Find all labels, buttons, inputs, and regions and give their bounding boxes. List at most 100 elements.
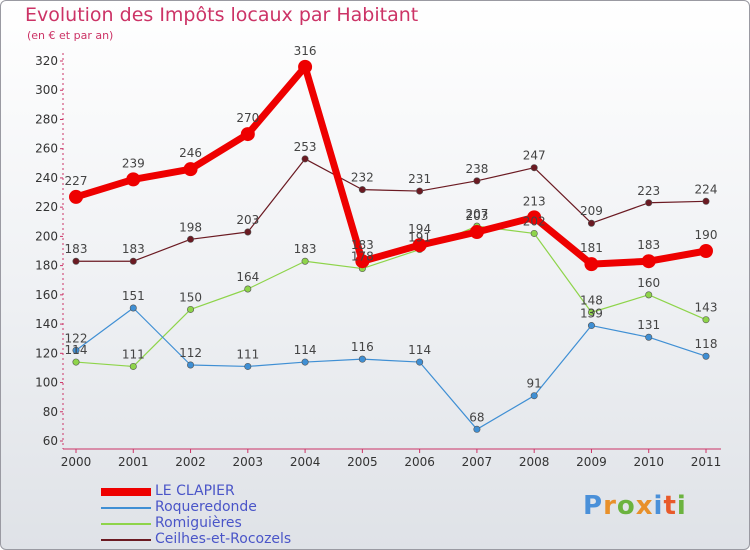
chart-title: Evolution des Impôts locaux par Habitant <box>25 4 419 26</box>
data-label-romiguieres: 164 <box>236 270 259 284</box>
data-label-roqueredonde: 111 <box>236 347 259 361</box>
data-point-le-clapier <box>126 172 141 187</box>
data-label-ceilhes-et-rocozels: 203 <box>236 213 259 227</box>
data-point-ceilhes-et-rocozels <box>416 187 424 195</box>
x-tick-label: 2010 <box>633 455 664 469</box>
y-tick-label: 80 <box>43 405 58 419</box>
data-label-le-clapier: 239 <box>122 156 145 170</box>
data-label-ceilhes-et-rocozels: 223 <box>637 184 660 198</box>
data-point-le-clapier <box>412 238 427 253</box>
data-label-le-clapier: 316 <box>294 44 317 58</box>
data-label-roqueredonde: 114 <box>408 343 431 357</box>
x-tick-label: 2009 <box>576 455 607 469</box>
y-tick-label: 60 <box>43 434 58 448</box>
data-point-le-clapier <box>469 225 484 239</box>
data-label-romiguieres: 114 <box>65 343 88 357</box>
data-label-ceilhes-et-rocozels: 198 <box>179 220 202 234</box>
legend-swatch-le-clapier <box>101 488 151 496</box>
data-point-ceilhes-et-rocozels <box>587 219 595 227</box>
data-point-romiguieres <box>301 257 309 265</box>
x-tick-label: 2003 <box>233 455 264 469</box>
x-tick-label: 2000 <box>61 455 92 469</box>
data-point-roqueredonde <box>702 352 710 360</box>
data-point-romiguieres <box>129 362 137 370</box>
data-label-le-clapier: 183 <box>637 238 660 252</box>
data-point-ceilhes-et-rocozels <box>72 257 80 265</box>
data-point-roqueredonde <box>416 358 424 366</box>
data-point-romiguieres <box>645 291 653 299</box>
data-label-roqueredonde: 118 <box>695 337 718 351</box>
x-tick-label: 2007 <box>462 455 493 469</box>
data-point-le-clapier <box>699 244 713 258</box>
data-label-romiguieres: 111 <box>122 347 145 361</box>
data-point-ceilhes-et-rocozels <box>301 155 309 163</box>
data-label-romiguieres: 148 <box>580 293 603 307</box>
data-label-roqueredonde: 91 <box>527 377 542 391</box>
proxiti-logo: Proxiti <box>583 491 687 521</box>
x-tick-label: 2004 <box>290 455 321 469</box>
x-tick-label: 2008 <box>519 455 550 469</box>
series-layer <box>69 59 713 433</box>
data-point-roqueredonde <box>187 361 195 369</box>
data-point-roqueredonde <box>129 304 137 312</box>
data-label-ceilhes-et-rocozels: 231 <box>408 172 431 186</box>
logo-letter: r <box>603 491 617 521</box>
data-point-romiguieres <box>587 308 595 316</box>
data-point-le-clapier <box>641 254 656 269</box>
data-point-le-clapier <box>584 257 599 272</box>
data-point-le-clapier <box>240 127 255 142</box>
legend-label: Roqueredonde <box>155 499 257 515</box>
data-label-le-clapier: 246 <box>179 146 202 160</box>
legend-label: Romiguières <box>155 515 242 531</box>
data-point-ceilhes-et-rocozels <box>358 186 366 194</box>
data-label-roqueredonde: 139 <box>580 307 603 321</box>
y-tick-label: 180 <box>35 259 58 273</box>
data-point-ceilhes-et-rocozels <box>187 235 195 243</box>
data-point-romiguieres <box>244 285 252 293</box>
data-point-ceilhes-et-rocozels <box>702 197 710 205</box>
data-label-romiguieres: 143 <box>695 301 718 315</box>
data-label-romiguieres: 207 <box>465 207 488 221</box>
data-label-le-clapier: 203 <box>465 209 488 223</box>
data-label-romiguieres: 150 <box>179 290 202 304</box>
x-tick-label: 2002 <box>175 455 206 469</box>
logo-letter: o <box>616 491 636 521</box>
x-tick-label: 2006 <box>404 455 435 469</box>
series-line-ceilhes-et-rocozels <box>76 158 707 262</box>
data-point-le-clapier <box>527 210 542 225</box>
data-label-romiguieres: 178 <box>351 250 374 264</box>
series-line-le-clapier <box>74 63 707 268</box>
data-label-le-clapier: 183 <box>351 238 374 252</box>
y-tick-label: 300 <box>35 83 58 97</box>
data-label-le-clapier: 181 <box>580 241 603 255</box>
y-tick-label: 200 <box>35 229 58 243</box>
data-point-le-clapier <box>298 59 313 74</box>
data-point-le-clapier <box>183 162 198 177</box>
data-point-roqueredonde <box>530 392 538 400</box>
legend-swatch-roqueredonde <box>101 507 151 509</box>
data-label-romiguieres: 191 <box>408 231 431 245</box>
data-label-ceilhes-et-rocozels: 232 <box>351 171 374 185</box>
data-label-roqueredonde: 114 <box>294 343 317 357</box>
data-label-ceilhes-et-rocozels: 253 <box>294 140 317 154</box>
y-tick-label: 220 <box>35 200 58 214</box>
y-tick-label: 120 <box>35 346 58 360</box>
data-point-roqueredonde <box>301 358 309 366</box>
data-label-le-clapier: 194 <box>408 222 431 236</box>
data-label-le-clapier: 270 <box>236 111 259 125</box>
data-label-roqueredonde: 116 <box>351 340 374 354</box>
data-point-roqueredonde <box>473 425 481 433</box>
data-label-le-clapier: 213 <box>523 194 546 208</box>
legend-swatch-ceilhes-et-rocozels <box>101 539 151 541</box>
y-tick-label: 260 <box>35 142 58 156</box>
data-point-romiguieres <box>187 305 195 313</box>
data-label-roqueredonde: 68 <box>469 410 484 424</box>
logo-letter: i <box>653 491 664 521</box>
data-point-ceilhes-et-rocozels <box>530 164 538 172</box>
y-tick-label: 100 <box>35 376 58 390</box>
y-tick-label: 240 <box>35 171 58 185</box>
data-label-ceilhes-et-rocozels: 238 <box>465 162 488 176</box>
data-label-ceilhes-et-rocozels: 183 <box>122 242 145 256</box>
y-tick-label: 280 <box>35 112 58 126</box>
